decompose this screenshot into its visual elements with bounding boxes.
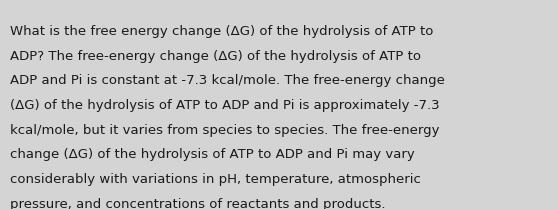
Text: What is the free energy change (ΔG) of the hydrolysis of ATP to: What is the free energy change (ΔG) of t… bbox=[10, 25, 434, 38]
Text: change (ΔG) of the hydrolysis of ATP to ADP and Pi may vary: change (ΔG) of the hydrolysis of ATP to … bbox=[10, 148, 415, 161]
Text: ADP and Pi is constant at -7.3 kcal/mole. The free-energy change: ADP and Pi is constant at -7.3 kcal/mole… bbox=[10, 74, 445, 87]
Text: considerably with variations in pH, temperature, atmospheric: considerably with variations in pH, temp… bbox=[10, 173, 421, 186]
Text: ADP? The free-energy change (ΔG) of the hydrolysis of ATP to: ADP? The free-energy change (ΔG) of the … bbox=[10, 50, 421, 63]
Text: pressure, and concentrations of reactants and products.: pressure, and concentrations of reactant… bbox=[10, 198, 386, 209]
Text: kcal/mole, but it varies from species to species. The free-energy: kcal/mole, but it varies from species to… bbox=[10, 124, 440, 137]
Text: (ΔG) of the hydrolysis of ATP to ADP and Pi is approximately -7.3: (ΔG) of the hydrolysis of ATP to ADP and… bbox=[10, 99, 440, 112]
